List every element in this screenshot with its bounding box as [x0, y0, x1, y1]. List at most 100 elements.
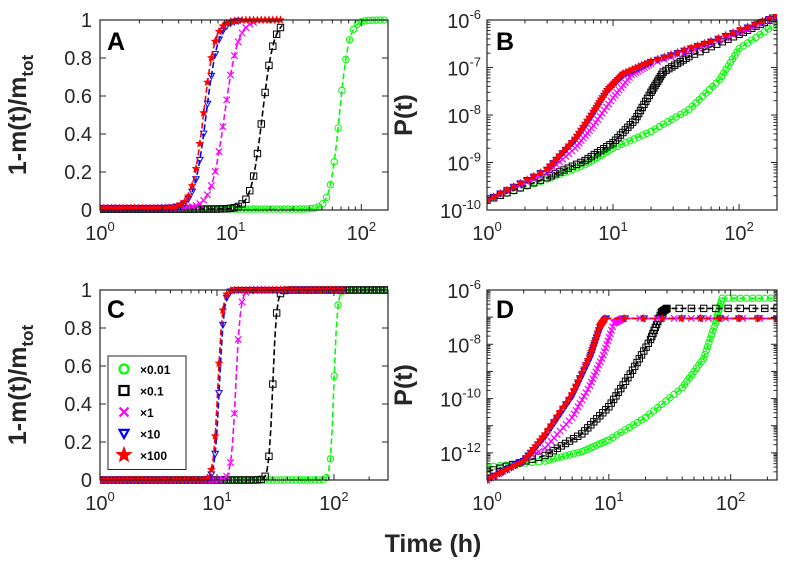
data-point: [569, 434, 578, 443]
data-point: [242, 195, 250, 203]
panel-label: D: [496, 296, 514, 324]
data-point: [687, 304, 696, 313]
data-point: [542, 164, 552, 174]
data-point: [670, 390, 678, 399]
data-point: [199, 108, 209, 117]
data-point: [655, 122, 664, 131]
x-tick-label: 101: [202, 489, 231, 515]
data-point: [649, 407, 658, 415]
data-point: [515, 178, 526, 187]
series-×0.01: [487, 294, 777, 471]
data-point: [626, 137, 634, 145]
data-point: [574, 449, 582, 457]
panel-label: A: [107, 28, 125, 56]
data-point: [334, 124, 342, 132]
data-point: [322, 193, 331, 202]
data-point: [675, 304, 683, 313]
data-point: [569, 450, 578, 458]
data-point: [223, 472, 231, 481]
data-point: [644, 339, 653, 348]
legend-marker: [118, 363, 130, 375]
data-point: [557, 453, 566, 461]
y-tick-label: 0.8: [64, 48, 92, 70]
data-point: [199, 130, 208, 138]
data-point: [345, 36, 354, 44]
axes-box: [486, 289, 778, 481]
series-×0.1: [487, 14, 777, 205]
legend-label: ×0.1: [140, 385, 164, 399]
data-point: [561, 397, 571, 407]
data-point: [541, 457, 549, 465]
data-point: [206, 53, 216, 62]
data-point: [276, 23, 285, 32]
data-point: [619, 128, 627, 137]
data-point: [214, 358, 224, 368]
series-line: [487, 22, 777, 202]
data-point: [592, 118, 600, 127]
data-point: [288, 205, 296, 213]
data-point: [699, 38, 710, 48]
data-point: [572, 160, 581, 169]
data-point: [565, 437, 574, 445]
data-point: [191, 163, 201, 173]
data-point: [199, 205, 208, 213]
data-point: [621, 126, 630, 134]
legend-marker: [117, 428, 131, 441]
data-point: [211, 450, 220, 459]
data-point: [728, 27, 738, 37]
data-point: [573, 375, 583, 385]
data-point: [629, 421, 637, 429]
y-tick-label: 0: [81, 200, 92, 222]
data-point: [659, 52, 669, 61]
data-point: [666, 49, 676, 59]
y-tick-label: 0.6: [64, 86, 92, 108]
data-point: [598, 109, 606, 117]
data-point: [238, 29, 246, 37]
data-point: [234, 38, 242, 46]
panel-C: 100 101 102 0 0.2 0.4 0.6 0.8 1 1-m(t)/mtot C: [4, 280, 389, 515]
series-×10: [487, 14, 777, 205]
data-point: [568, 413, 576, 422]
data-point: [540, 428, 550, 438]
data-point: [238, 298, 246, 306]
y-tick-label: 0: [81, 470, 92, 492]
data-point: [253, 149, 262, 158]
data-point: [200, 196, 208, 204]
data-point: [230, 204, 239, 212]
data-point: [207, 72, 216, 81]
data-point: [578, 396, 586, 404]
data-point: [187, 180, 197, 190]
y-tick-label: 10-8: [447, 331, 481, 357]
data-point: [621, 138, 630, 147]
data-point: [557, 442, 566, 450]
data-point: [589, 121, 598, 130]
x-tick-label: 100: [472, 219, 501, 245]
data-point: [246, 205, 254, 213]
data-point: [509, 181, 519, 191]
data-point: [596, 112, 604, 120]
data-point: [249, 205, 258, 213]
data-point: [750, 19, 760, 28]
data-point: [673, 47, 683, 57]
data-point: [487, 195, 492, 205]
y-tick-label: 10-6: [447, 277, 481, 303]
data-point: [633, 418, 642, 427]
data-point: [651, 125, 659, 133]
data-point: [179, 196, 190, 206]
series-line: [487, 15, 777, 202]
data-point: [637, 416, 646, 424]
y-tick-label: 0.8: [64, 318, 92, 340]
data-point: [295, 205, 304, 213]
data-point: [203, 191, 212, 199]
data-point: [686, 43, 696, 52]
data-point: [284, 205, 292, 213]
y-axis-label: P(t): [390, 364, 418, 406]
legend-label: ×0.01: [140, 363, 171, 377]
data-point: [574, 432, 582, 440]
x-tick-label: 101: [594, 489, 623, 515]
data-point: [693, 40, 703, 50]
y-tick-label: 1: [81, 280, 92, 302]
data-point: [210, 431, 220, 440]
series-×0.1: [487, 304, 777, 476]
plot-area: [487, 14, 777, 205]
